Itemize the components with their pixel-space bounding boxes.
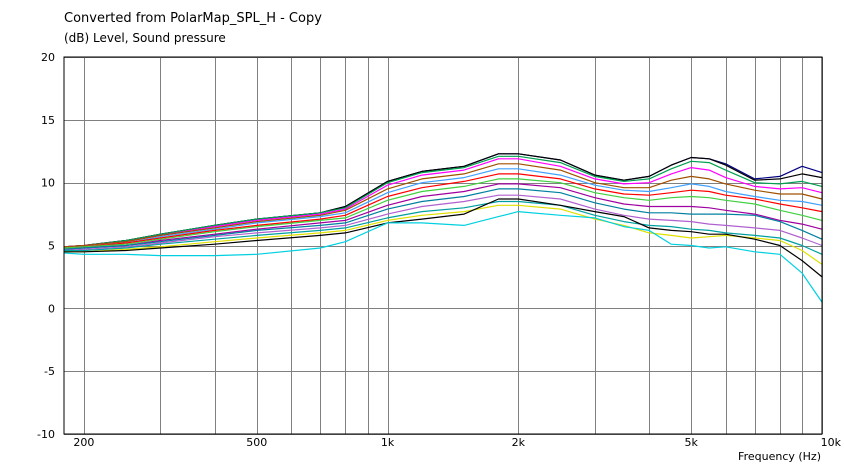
y-axis-label: (dB) Level, Sound pressure <box>64 31 226 45</box>
y-tick-label: 15 <box>41 114 55 127</box>
series-line-11 <box>63 194 823 252</box>
chart-title: Converted from PolarMap_SPL_H - Copy <box>64 11 322 26</box>
y-tick-label: 10 <box>41 177 55 190</box>
plot-frame <box>63 56 823 435</box>
series-line-15 <box>63 211 823 303</box>
series-line-9 <box>63 183 823 250</box>
y-tick-labels: 20 15 10 5 0 -5 -10 <box>37 51 55 441</box>
x-tick-label: 200 <box>73 436 94 449</box>
x-tick-label: 1k <box>381 436 395 449</box>
series-line-12 <box>64 200 823 255</box>
series-line-6 <box>63 168 823 249</box>
x-tick-label: 500 <box>246 436 267 449</box>
y-tick-label: 20 <box>41 51 55 64</box>
series-line-14 <box>64 198 823 278</box>
x-tick-label: 5k <box>685 436 699 449</box>
x-tick-label: 10k <box>821 436 842 449</box>
series-group <box>63 153 823 303</box>
y-tick-label: 0 <box>48 302 55 315</box>
series-line-8 <box>63 178 823 249</box>
x-tick-label: 2k <box>512 436 526 449</box>
y-tick-label: -5 <box>44 365 55 378</box>
series-line-5 <box>63 163 823 248</box>
x-axis-label: Frequency (Hz) <box>738 450 821 463</box>
series-line-4 <box>63 158 823 248</box>
series-line-13 <box>64 204 823 265</box>
series-line-7 <box>63 173 823 249</box>
series-line-3 <box>63 155 823 248</box>
y-tick-label: 5 <box>48 240 55 253</box>
series-line-10 <box>63 188 823 250</box>
y-tick-label: -10 <box>37 428 55 441</box>
x-tick-labels: 200 500 1k 2k 5k 10k <box>73 436 841 449</box>
